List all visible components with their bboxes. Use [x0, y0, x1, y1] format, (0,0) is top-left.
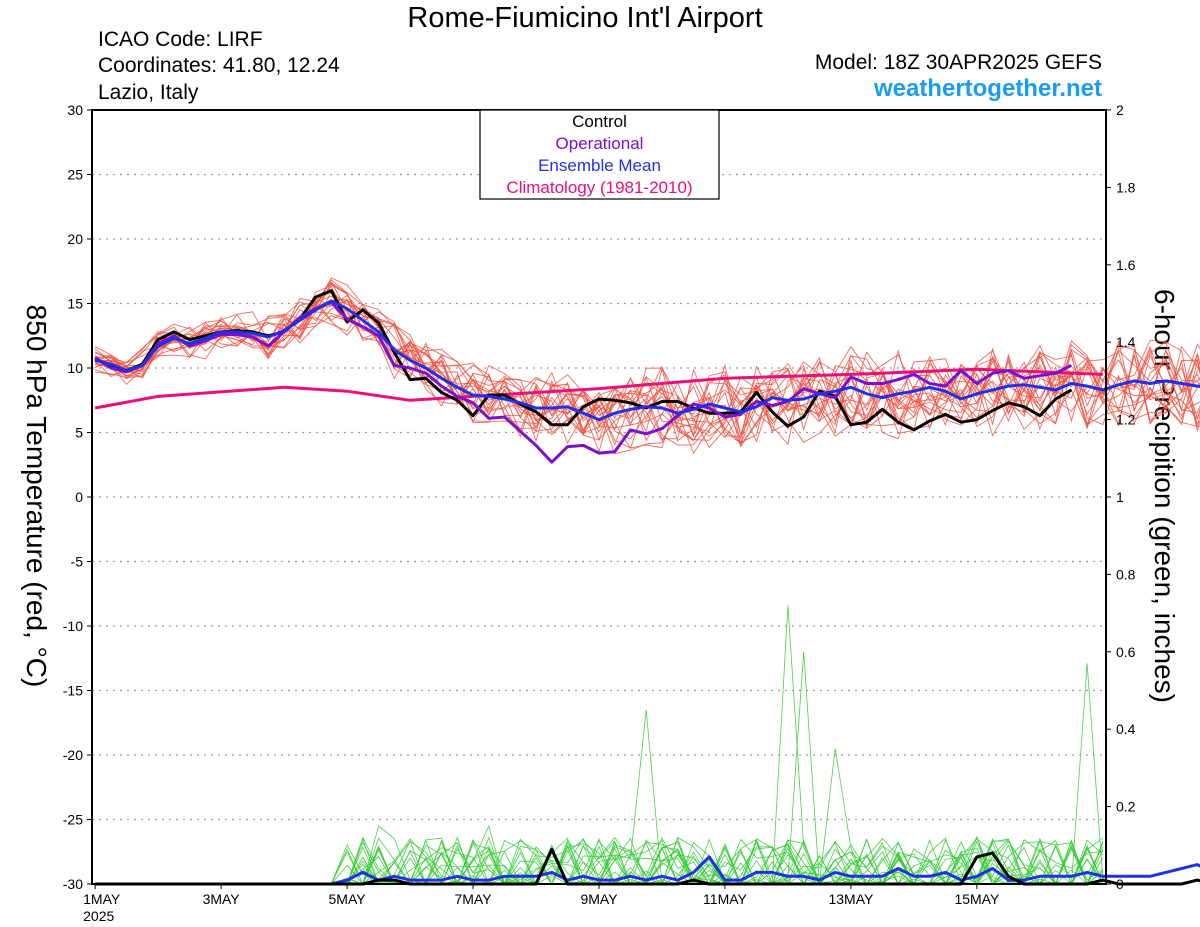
- x-tick-label: 15MAY: [954, 891, 1000, 907]
- member-temperature-line: [94, 290, 1200, 449]
- control-line: [94, 289, 1073, 432]
- member-precip-line: [95, 748, 1104, 885]
- y-tick-label-right: 1.2: [1116, 412, 1136, 428]
- member-temperature-line: [95, 279, 1200, 448]
- grid: [92, 173, 1106, 821]
- x-tick-label: 5MAY: [329, 891, 367, 907]
- x-tick-label: 11MAY: [703, 891, 747, 907]
- y-tick-label-left: -30: [63, 876, 83, 892]
- y-tick-label-right: 2: [1116, 102, 1124, 118]
- member-temperature-line: [95, 303, 1200, 436]
- member-temperature-line: [94, 299, 1200, 447]
- y-tick-label-left: -20: [63, 747, 83, 763]
- y-tick-label-left: 15: [67, 296, 83, 312]
- member-temperature-line: [95, 315, 1200, 443]
- legend-entry: Climatology (1981-2010): [506, 178, 692, 197]
- y-tick-label-left: -10: [63, 618, 83, 634]
- y-tick-label-left: -15: [63, 683, 83, 699]
- y-tick-label-right: 1.6: [1116, 257, 1136, 273]
- ensemble-mean-line: [94, 299, 1200, 422]
- y-tick-label-right: 0.6: [1116, 644, 1136, 660]
- y-tick-label-left: -5: [71, 554, 84, 570]
- site-link[interactable]: weathertogether.net: [873, 75, 1102, 102]
- coordinates: Coordinates: 41.80, 12.24: [98, 54, 340, 77]
- legend-entry: Operational: [556, 134, 644, 153]
- icao-code: ICAO Code: LIRF: [98, 28, 263, 51]
- y-tick-label-right: 0.2: [1116, 799, 1136, 815]
- y-tick-label-right: 0.4: [1116, 721, 1136, 737]
- ensemble-members: [94, 277, 1200, 886]
- x-tick-label: 13MAY: [828, 891, 874, 907]
- legend-entry: Control: [572, 112, 627, 131]
- x-tick-label: 1MAY: [83, 891, 121, 907]
- legend-box: [479, 109, 720, 200]
- legend-entry: Ensemble Mean: [538, 156, 661, 175]
- y-tick-label-left: 5: [75, 425, 83, 441]
- legend: Control Operational Ensemble Mean Climatolo…: [479, 109, 720, 200]
- chart-title: Rome-Fiumicino Int'l Airport: [407, 2, 763, 34]
- x-tick-year-label: 2025: [83, 908, 114, 924]
- y-tick-label-left: 25: [67, 167, 83, 183]
- series-lines: [94, 289, 1200, 886]
- member-precip-line: [95, 651, 1104, 886]
- x-tick-label: 3MAY: [203, 891, 241, 907]
- model-run: Model: 18Z 30APR2025 GEFS: [814, 51, 1102, 74]
- x-tick-label: 7MAY: [454, 891, 492, 907]
- y-tick-label-right: 1: [1116, 489, 1124, 505]
- member-precip-line: [95, 605, 1104, 886]
- y-tick-label-right: 0: [1116, 876, 1124, 892]
- y-tick-label-right: 1.4: [1116, 334, 1136, 350]
- member-precip-line: [95, 663, 1104, 886]
- x-tick-label: 9MAY: [580, 891, 618, 907]
- y-tick-label-left: 20: [67, 231, 83, 247]
- axes: 302520151050-5-10-15-20-25-3021.81.61.41…: [63, 102, 1136, 924]
- region: Lazio, Italy: [98, 81, 199, 104]
- y-tick-label-right: 1.8: [1116, 179, 1136, 195]
- y-tick-label-left: -25: [63, 812, 83, 828]
- y-tick-label-left: 30: [67, 102, 83, 118]
- y-tick-label-left: 10: [67, 360, 83, 376]
- member-temperature-line: [94, 303, 1200, 441]
- y-tick-label-right: 0.8: [1116, 566, 1136, 582]
- y-tick-label-left: 0: [75, 489, 83, 505]
- operational-line: [94, 300, 1073, 464]
